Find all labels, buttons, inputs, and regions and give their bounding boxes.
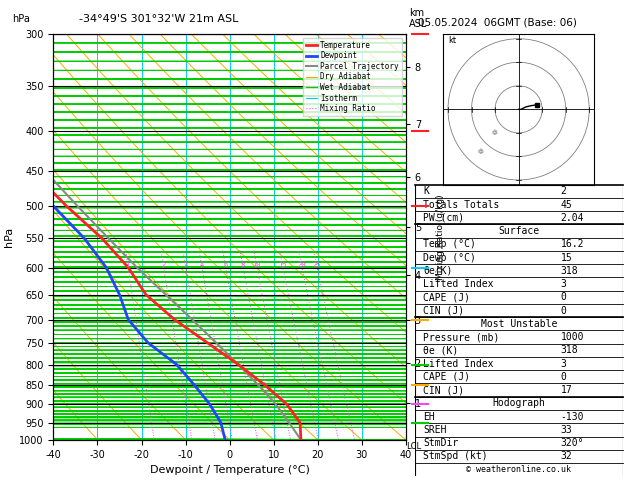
Text: CAPE (J): CAPE (J)	[423, 372, 470, 382]
Text: CIN (J): CIN (J)	[423, 306, 465, 315]
Text: LCL: LCL	[406, 442, 421, 451]
Text: Totals Totals: Totals Totals	[423, 200, 500, 209]
Text: 0: 0	[560, 293, 566, 302]
Text: Pressure (mb): Pressure (mb)	[423, 332, 500, 342]
Text: EH: EH	[423, 412, 435, 422]
Text: 17: 17	[560, 385, 572, 395]
Text: K: K	[423, 186, 430, 196]
Text: 320°: 320°	[560, 438, 584, 448]
Text: 1000: 1000	[560, 332, 584, 342]
Text: Most Unstable: Most Unstable	[481, 319, 557, 329]
Text: PW (cm): PW (cm)	[423, 213, 465, 223]
Text: 2: 2	[161, 262, 165, 268]
Text: Temp (°C): Temp (°C)	[423, 239, 476, 249]
Text: Lifted Index: Lifted Index	[423, 279, 494, 289]
Text: kt: kt	[448, 36, 456, 45]
Text: 10: 10	[252, 262, 260, 268]
Text: Hodograph: Hodograph	[493, 399, 545, 408]
Text: 8: 8	[240, 262, 245, 268]
Text: 2: 2	[560, 186, 566, 196]
Text: Dewp (°C): Dewp (°C)	[423, 253, 476, 262]
Text: 0: 0	[560, 306, 566, 315]
Text: 15: 15	[278, 262, 287, 268]
Text: km
ASL: km ASL	[409, 8, 427, 29]
Text: θe (K): θe (K)	[423, 346, 459, 355]
Text: 6: 6	[223, 262, 227, 268]
Text: 4: 4	[199, 262, 204, 268]
Text: © weatheronline.co.uk: © weatheronline.co.uk	[467, 465, 571, 474]
Text: hPa: hPa	[13, 14, 30, 24]
Text: 1: 1	[126, 262, 130, 268]
Text: 318: 318	[560, 266, 578, 276]
Text: Surface: Surface	[498, 226, 540, 236]
Text: 05.05.2024  06GMT (Base: 06): 05.05.2024 06GMT (Base: 06)	[418, 17, 577, 27]
Text: 25: 25	[312, 262, 321, 268]
Text: 16.2: 16.2	[560, 239, 584, 249]
Text: 15: 15	[560, 253, 572, 262]
X-axis label: Dewpoint / Temperature (°C): Dewpoint / Temperature (°C)	[150, 465, 309, 475]
Text: ❁: ❁	[478, 149, 484, 155]
Text: 2.04: 2.04	[560, 213, 584, 223]
Legend: Temperature, Dewpoint, Parcel Trajectory, Dry Adiabat, Wet Adiabat, Isotherm, Mi: Temperature, Dewpoint, Parcel Trajectory…	[303, 38, 402, 116]
Y-axis label: hPa: hPa	[4, 227, 14, 247]
Text: 3: 3	[183, 262, 187, 268]
Text: StmSpd (kt): StmSpd (kt)	[423, 451, 488, 461]
Text: 33: 33	[560, 425, 572, 435]
Text: 3: 3	[560, 359, 566, 368]
Text: 20: 20	[297, 262, 306, 268]
Text: CAPE (J): CAPE (J)	[423, 293, 470, 302]
Text: ❁: ❁	[492, 130, 498, 136]
Text: StmDir: StmDir	[423, 438, 459, 448]
Text: 45: 45	[560, 200, 572, 209]
Text: -130: -130	[560, 412, 584, 422]
Text: 0: 0	[560, 372, 566, 382]
Text: θe(K): θe(K)	[423, 266, 453, 276]
Text: Lifted Index: Lifted Index	[423, 359, 494, 368]
Text: CIN (J): CIN (J)	[423, 385, 465, 395]
Text: 32: 32	[560, 451, 572, 461]
Text: SREH: SREH	[423, 425, 447, 435]
Text: -34°49'S 301°32'W 21m ASL: -34°49'S 301°32'W 21m ASL	[79, 14, 238, 24]
Text: 3: 3	[560, 279, 566, 289]
Text: Mixing Ratio (g/kg): Mixing Ratio (g/kg)	[436, 194, 445, 280]
Text: 318: 318	[560, 346, 578, 355]
